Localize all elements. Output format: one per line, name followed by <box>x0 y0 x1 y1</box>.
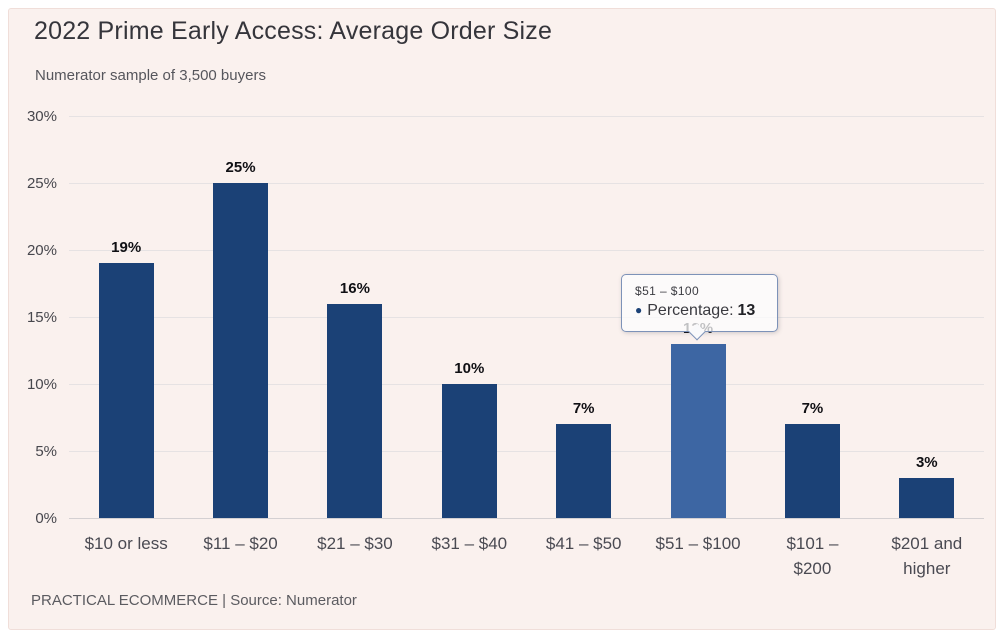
tooltip: $51 – $100 ● Percentage: 13 <box>621 274 778 341</box>
tooltip-series-label: Percentage: <box>647 302 734 319</box>
tooltip-series-row: ● Percentage: 13 <box>635 302 764 320</box>
chart-subtitle: Numerator sample of 3,500 buyers <box>35 67 266 84</box>
y-axis-label: 30% <box>26 108 57 125</box>
bar-column: 7% <box>527 116 641 518</box>
bar-column: 7% <box>755 116 869 518</box>
x-axis-labels: $10 or less $11 – $20 $21 – $30 $31 – $40 $4… <box>69 531 984 581</box>
bar-column: 16% <box>298 116 412 518</box>
plot-area: 19% 25% 16% 10% 7% 13% 7% 3% <box>69 116 984 519</box>
series-marker-icon: ● <box>635 303 643 317</box>
gridline <box>69 317 984 318</box>
bar-value-label: 16% <box>339 279 370 297</box>
x-axis-label: $10 or less <box>84 534 168 553</box>
bar-value-label: 7% <box>801 400 824 418</box>
x-axis-label: $41 – $50 <box>545 534 622 553</box>
y-axis-label: 15% <box>26 309 57 326</box>
bar[interactable] <box>327 303 383 518</box>
x-axis-label: $11 – $20 <box>203 534 278 553</box>
x-axis-label: $201 and higher <box>891 534 963 578</box>
x-axis-label: $101 – $200 <box>786 534 839 578</box>
y-axis-label: 10% <box>26 376 57 394</box>
bar[interactable] <box>441 384 497 518</box>
bar-value-label: 7% <box>572 400 595 418</box>
x-axis-label: $51 – $100 <box>655 534 741 553</box>
bar[interactable] <box>213 183 269 518</box>
gridline <box>69 518 984 519</box>
bar-column: 25% <box>183 116 297 518</box>
gridline <box>69 384 984 386</box>
gridline <box>69 183 984 184</box>
y-axis-label: 20% <box>26 242 57 260</box>
chart-card: 2022 Prime Early Access: Average Order S… <box>8 8 996 630</box>
x-axis-label: $31 – $40 <box>431 534 508 553</box>
bar-column: 19% <box>69 116 183 518</box>
bar-column: 3% <box>870 116 984 518</box>
bar-value-label: 19% <box>111 239 142 257</box>
gridline <box>69 451 984 453</box>
x-axis-label: $21 – $30 <box>317 534 393 553</box>
bars: 19% 25% 16% 10% 7% 13% 7% 3% <box>69 116 984 518</box>
bar[interactable] <box>98 263 154 518</box>
bar[interactable] <box>784 424 840 518</box>
y-axis-labels: 0% 5% 10% 15% 20% 25% 30% <box>9 108 57 527</box>
bar[interactable] <box>556 424 612 518</box>
tooltip-value: 13 <box>737 302 756 319</box>
gridline <box>69 250 984 252</box>
chart-title: 2022 Prime Early Access: Average Order S… <box>34 17 553 45</box>
tooltip-category: $51 – $100 <box>635 284 700 298</box>
bar-value-label: 10% <box>454 360 485 378</box>
bar-column: 10% <box>412 116 526 518</box>
y-axis-label: 0% <box>35 510 57 527</box>
bar-value-label: 3% <box>915 453 938 471</box>
bar-value-label: 25% <box>225 159 256 176</box>
y-axis-label: 5% <box>35 443 57 461</box>
source-credit: PRACTICAL ECOMMERCE | Source: Numerator <box>31 592 357 609</box>
y-axis-label: 25% <box>26 175 57 192</box>
bar[interactable] <box>670 343 726 518</box>
bar[interactable] <box>899 477 955 518</box>
bar-column: 13% <box>641 116 755 518</box>
gridline <box>69 116 984 117</box>
